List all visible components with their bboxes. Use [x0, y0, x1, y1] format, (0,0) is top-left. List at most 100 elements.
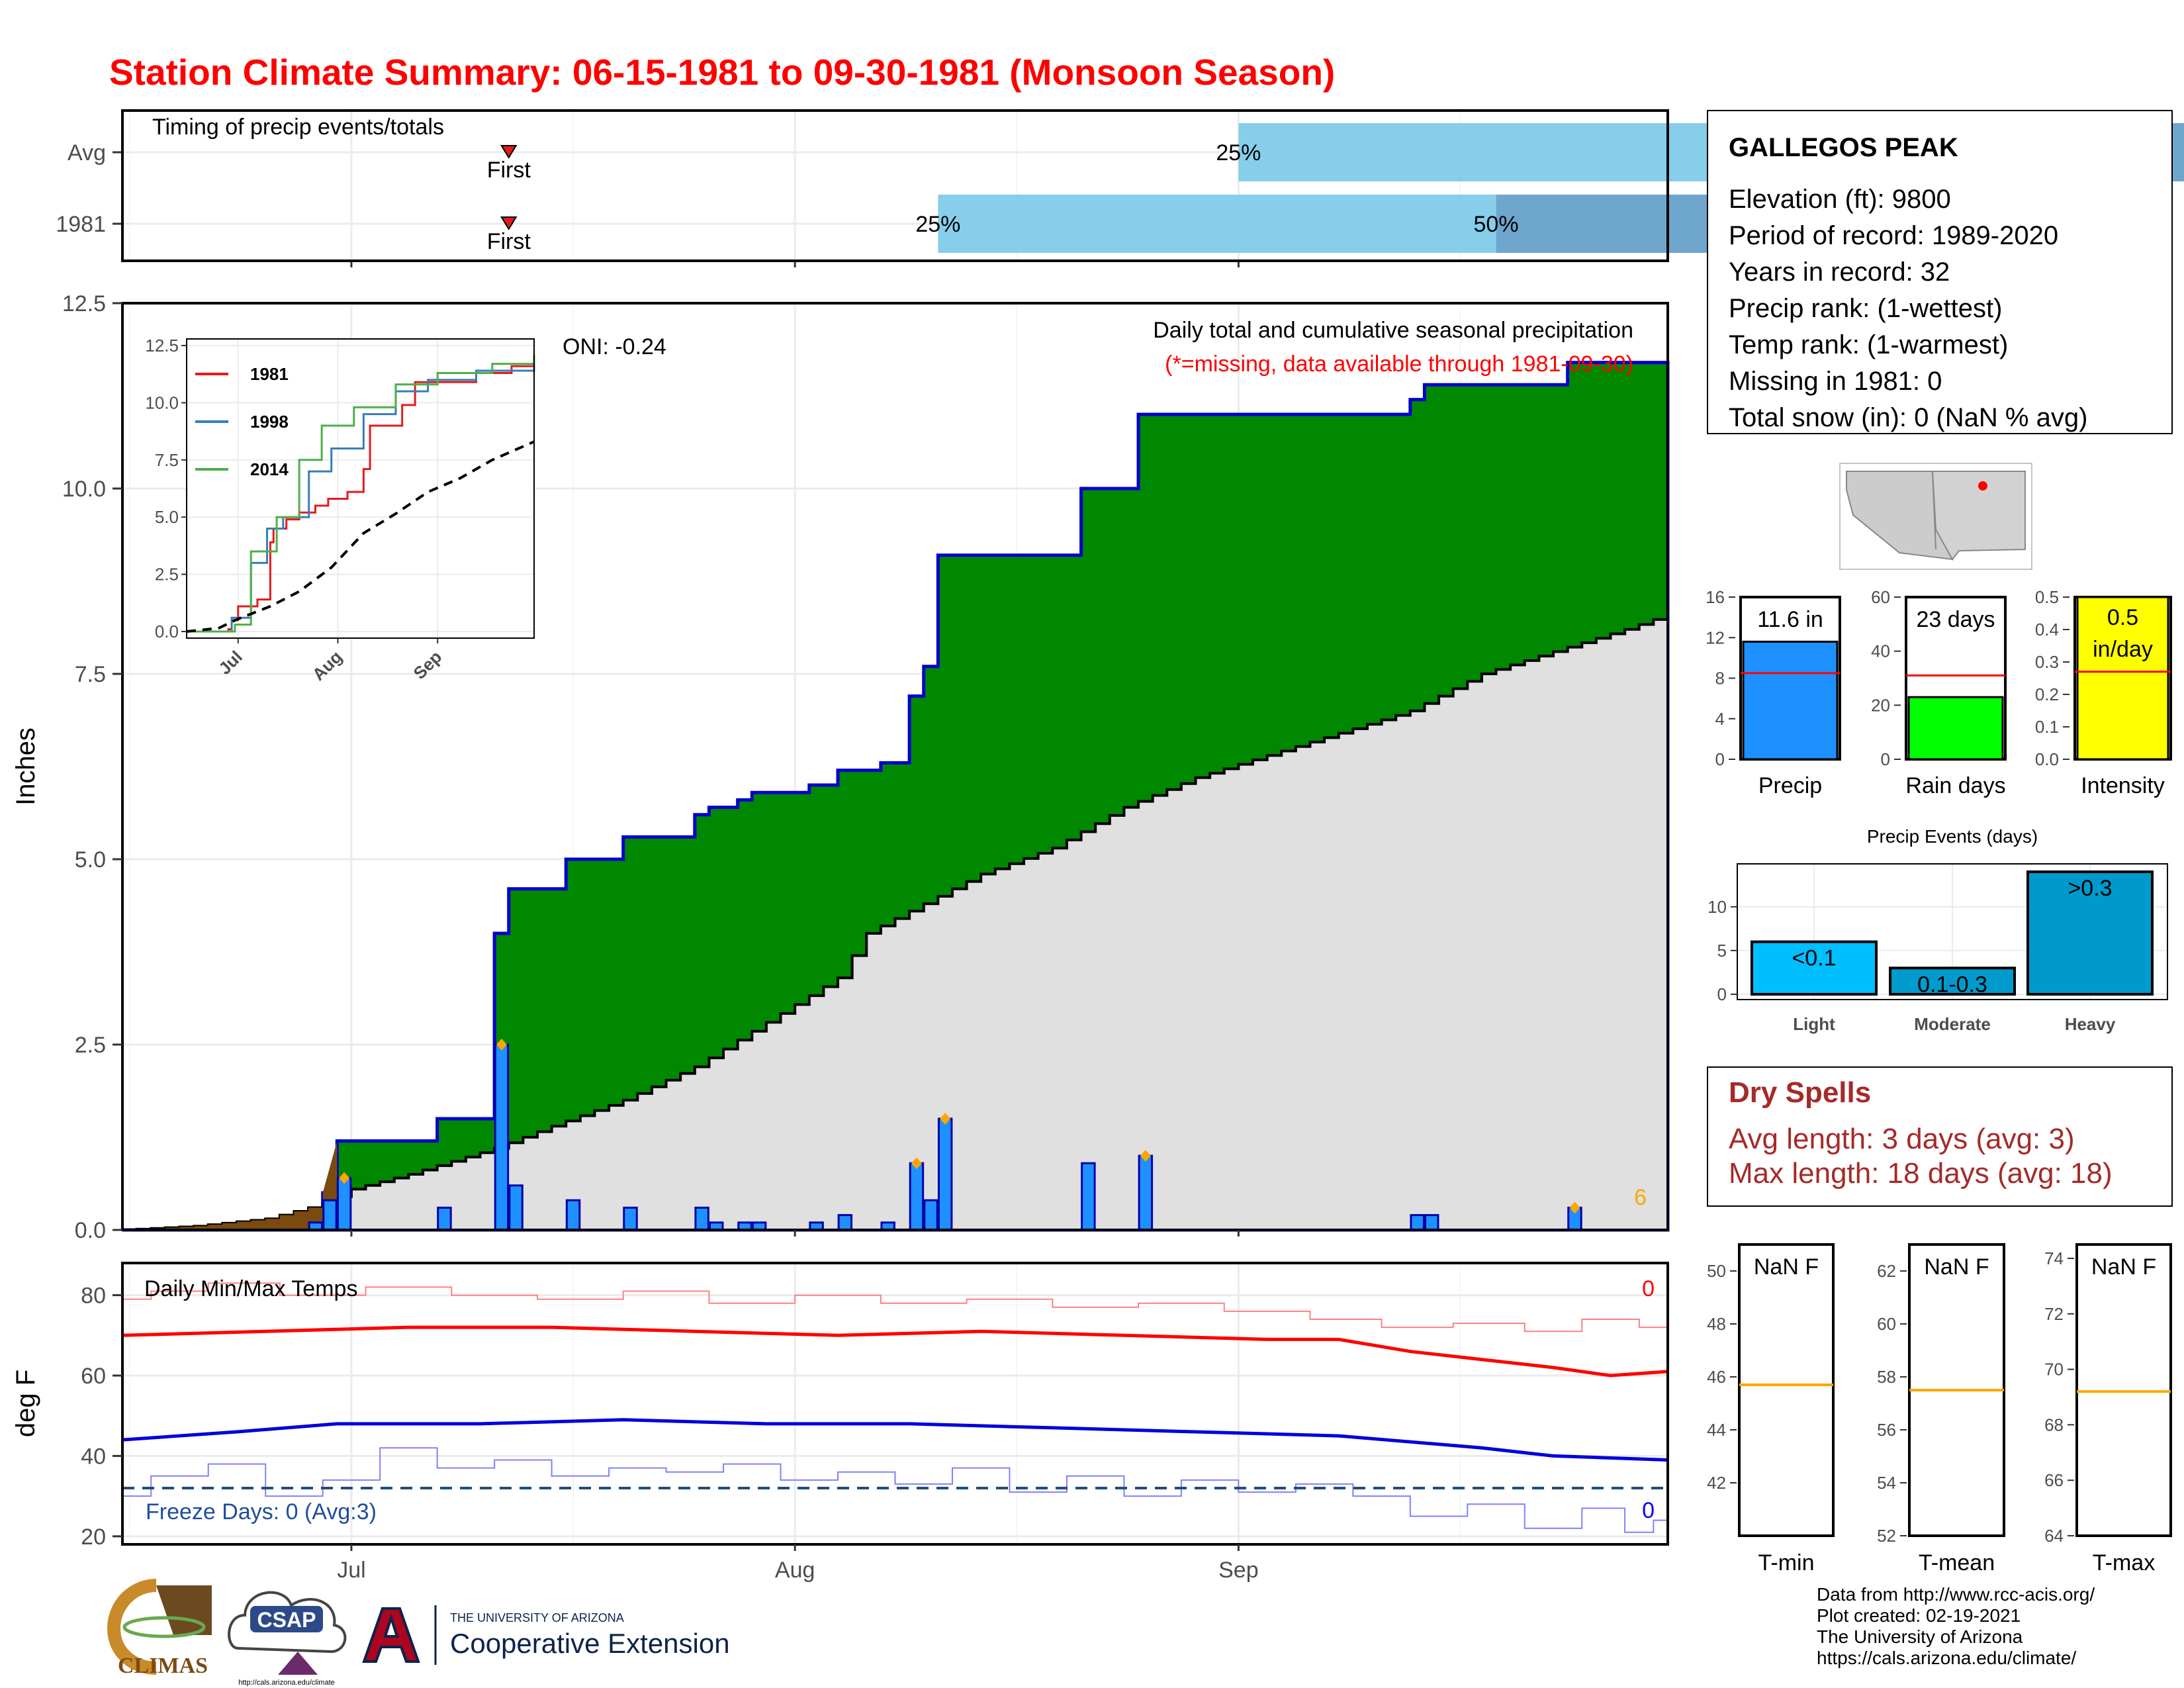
first-event-label: First — [487, 158, 531, 183]
csap-badge — [250, 1606, 323, 1632]
summary-bar-tick-label: 4 — [1715, 709, 1725, 729]
corner-count: 6 — [1634, 1185, 1647, 1210]
inset-y-tick-label: 0.0 — [155, 622, 179, 641]
temp-summary-tick-label: 54 — [1877, 1473, 1896, 1493]
timing-label: Timing of precip events/totals — [152, 115, 444, 140]
heavy-event-marker-icon — [1569, 1201, 1580, 1214]
inset-series — [186, 354, 535, 633]
heavy-event-marker-icon — [339, 1172, 350, 1184]
main-chart-title: Daily total and cumulative seasonal prec… — [1153, 318, 1633, 343]
summary-bar-intensity: 0.0 0.1 0.2 0.3 0.4 0.5 0.5 in/day Intensity — [2035, 587, 2172, 798]
university-of-arizona-logo: THE UNIVERSITY OF ARIZONA Cooperative Ex… — [362, 1605, 730, 1665]
daily-precip-bar — [923, 1199, 938, 1231]
dry-spells-frame — [1707, 1066, 2173, 1207]
summary-bar-name: Rain days — [1905, 773, 2005, 798]
summary-bar-tick-label: 8 — [1715, 669, 1725, 688]
precip-events-chart: Precip Events (days) <0.1 0.1-0.3 >0.3 0 5 1… — [1707, 826, 2168, 1034]
inset-legend-label: 2014 — [250, 459, 289, 479]
temp-summary-tick-label: 60 — [1877, 1314, 1896, 1334]
inset-series-line — [187, 357, 535, 633]
summary-bar-tick-label: 60 — [1871, 587, 1890, 607]
daily-precip-bar — [494, 1043, 510, 1231]
daily-precip-bar — [837, 1214, 853, 1231]
inset-y-tick-label: 2.5 — [155, 565, 179, 585]
temp-series — [122, 1282, 1668, 1533]
below-average-area — [122, 1141, 338, 1230]
station-info-box: GALLEGOS PEAK Elevation (ft): 9800 Perio… — [1707, 110, 2173, 434]
temp-frame — [121, 1262, 1669, 1546]
temp-summary-tick-label: 70 — [2044, 1360, 2064, 1380]
station-line: Total snow (in): 0 (NaN % avg) — [1729, 403, 2087, 432]
inset-frame — [186, 338, 535, 639]
daily-precip-bar — [694, 1206, 709, 1231]
dry-spells-title: Dry Spells — [1729, 1076, 1871, 1109]
y-tick-label: 5.0 — [75, 847, 106, 872]
daily-precip-bar — [623, 1206, 638, 1231]
temp-panel: 20 40 60 80 Jul Aug Sep deg F Daily Min/Max T… — [11, 1262, 1669, 1583]
credit-line: Data from http://www.rcc-acis.org/ — [1817, 1584, 2095, 1605]
page-title: Station Climate Summary: 06-15-1981 to 0… — [109, 52, 1335, 93]
precip-frame — [121, 302, 1669, 1231]
climas-logo-ring — [122, 1616, 206, 1638]
precip-event-category: Moderate — [1914, 1014, 1991, 1034]
observed-min-temp-line — [122, 1447, 1668, 1533]
y-tick-label: 12.5 — [62, 291, 106, 316]
timing-percentile-label: 25% — [915, 212, 960, 237]
summary-bar-value: in/day — [2093, 637, 2153, 662]
dry-spells-line: Max length: 18 days (avg: 18) — [1729, 1157, 2113, 1190]
temp-summary-name: T-mean — [1919, 1550, 1995, 1575]
temp-x-ticks: Jul Aug Sep — [337, 1544, 1259, 1583]
station-line: Years in record: 32 — [1729, 258, 1950, 287]
events-tick-label: 0 — [1717, 984, 1727, 1004]
credit-line: Plot created: 02-19-2021 — [1817, 1605, 2021, 1626]
min-temp-count: 0 — [1642, 1498, 1655, 1523]
daily-precip-bars — [308, 1043, 1582, 1231]
summary-bar-fill — [2076, 596, 2169, 761]
csap-mountain — [278, 1652, 318, 1675]
freeze-days-label: Freeze Days: 0 (Avg:3) — [146, 1499, 377, 1524]
events-title: Precip Events (days) — [1867, 826, 2038, 847]
events-ticks: 0 5 10 Light Moderate Heavy — [1707, 897, 2116, 1034]
station-line: Period of record: 1989-2020 — [1729, 221, 2058, 250]
summary-bar-name: Precip — [1758, 773, 1822, 798]
temp-summary-name: T-max — [2093, 1550, 2155, 1575]
x-tick-label: Jul — [337, 1558, 365, 1583]
average-min-temp-line — [122, 1418, 1668, 1462]
daily-precip-bar — [937, 1117, 953, 1231]
precip-event-category: Heavy — [2065, 1014, 2116, 1034]
temp-summary-tick-label: 42 — [1707, 1473, 1726, 1493]
y-tick-label: 20 — [81, 1524, 106, 1550]
summary-bar-tick-label: 0.2 — [2035, 684, 2059, 704]
events-bars: <0.1 0.1-0.3 >0.3 — [1751, 870, 2154, 997]
average-max-temp-line — [122, 1325, 1668, 1378]
temp-summary-name: T-min — [1758, 1550, 1815, 1575]
climas-logo: CLIMAS — [107, 1579, 212, 1678]
temp-summary-tick-label: 62 — [1877, 1261, 1896, 1281]
temp-summary-tick-label: 50 — [1707, 1261, 1726, 1281]
daily-precip-bar — [1081, 1162, 1096, 1231]
summary-bar-rain-days: 0 20 40 60 23 days Rain days — [1871, 587, 2007, 798]
inset-y-tick-label: 5.0 — [155, 507, 179, 527]
station-line: Missing in 1981: 0 — [1729, 367, 1942, 396]
climas-logo-swoosh — [107, 1579, 157, 1675]
temp-y-ticks: 20 40 60 80 — [81, 1284, 122, 1550]
y-tick-label: 2.5 — [75, 1033, 106, 1058]
y-tick-label: 0.0 — [75, 1218, 106, 1243]
summary-bar-fill — [1742, 640, 1839, 761]
oni-annotation: ONI: -0.24 — [563, 334, 666, 359]
events-frame — [1737, 863, 2168, 1000]
temp-title: Daily Min/Max Temps — [144, 1276, 357, 1301]
main-y-label: Inches — [11, 727, 40, 806]
temp-summary-frame — [2075, 1243, 2172, 1537]
dry-spells-box: Dry Spells Avg length: 3 days (avg: 3) M… — [1707, 1066, 2173, 1207]
max-temp-count: 0 — [1642, 1276, 1655, 1301]
temp-summary-tick-label: 52 — [1877, 1526, 1896, 1546]
daily-precip-bar — [336, 1177, 352, 1231]
summary-bar-tick-label: 0.0 — [2035, 749, 2059, 769]
temp-summary-tick-label: 72 — [2044, 1304, 2064, 1324]
footer-credits: Data from http://www.rcc-acis.org/ Plot … — [1817, 1584, 2095, 1668]
ua-name-small: THE UNIVERSITY OF ARIZONA — [450, 1611, 624, 1624]
summary-bar-tick-label: 0.1 — [2035, 717, 2059, 737]
